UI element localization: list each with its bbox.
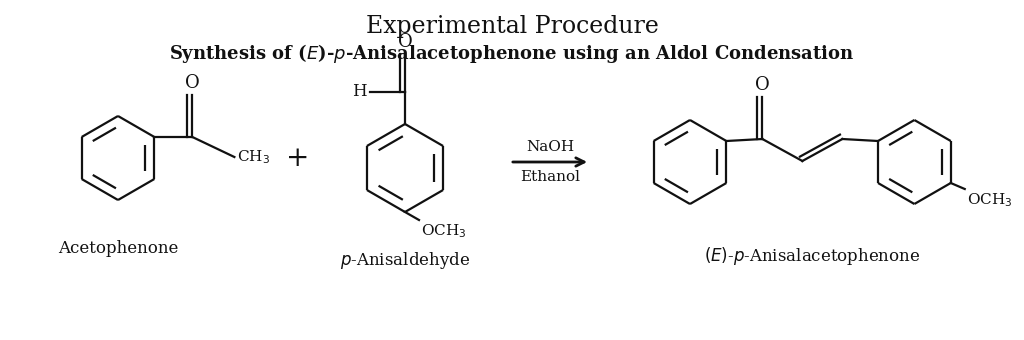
Text: $(E)$-$\it{p}$-Anisalacetophenone: $(E)$-$\it{p}$-Anisalacetophenone: [703, 245, 921, 267]
Text: H: H: [352, 84, 367, 101]
Text: NaOH: NaOH: [526, 140, 574, 154]
Text: OCH$_3$: OCH$_3$: [967, 191, 1013, 209]
Text: O: O: [185, 74, 200, 92]
Text: Acetophenone: Acetophenone: [57, 240, 178, 257]
Text: Ethanol: Ethanol: [520, 170, 580, 184]
Text: +: +: [287, 144, 309, 171]
Text: CH$_3$: CH$_3$: [238, 148, 270, 166]
Text: $\it{p}$-Anisaldehyde: $\it{p}$-Anisaldehyde: [340, 250, 470, 271]
Text: O: O: [397, 33, 413, 51]
Text: Synthesis of ($\it{E}$)-$\it{p}$-Anisalacetophenone using an Aldol Condensation: Synthesis of ($\it{E}$)-$\it{p}$-Anisala…: [169, 42, 855, 65]
Text: OCH$_3$: OCH$_3$: [421, 222, 467, 240]
Text: O: O: [755, 76, 770, 94]
Text: Experimental Procedure: Experimental Procedure: [366, 15, 658, 38]
